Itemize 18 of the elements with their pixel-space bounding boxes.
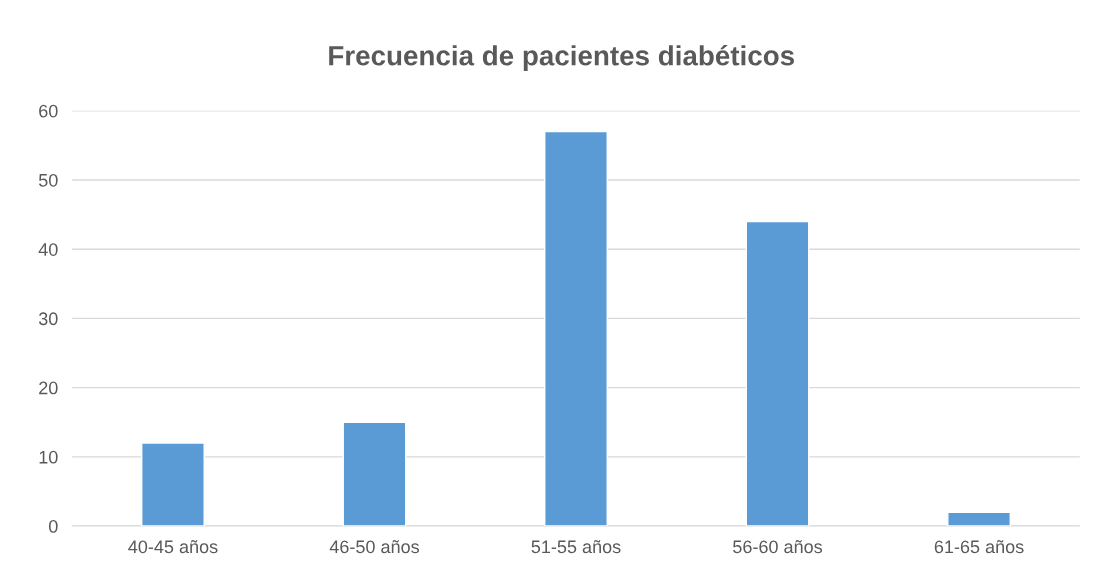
y-tick-label: 60 [39, 104, 58, 118]
x-tick-label: 51-55 años [531, 540, 621, 554]
y-tick-label: 0 [48, 519, 58, 533]
bar [544, 130, 608, 527]
y-tick-label: 50 [38, 173, 58, 187]
x-tick-label: 56-60 años [733, 540, 823, 554]
bar [342, 421, 407, 527]
bar [745, 220, 810, 527]
bar [947, 511, 1011, 527]
x-tick-label: 40-45 años [128, 540, 218, 554]
bar [141, 442, 205, 527]
y-tick-label: 10 [39, 450, 58, 464]
y-tick-label: 40 [38, 243, 58, 256]
x-tick-label: 61-65 años [934, 540, 1024, 554]
chart-title: Frecuencia de pacientes diabéticos [329, 44, 794, 72]
y-tick-label: 30 [38, 312, 58, 326]
x-tick-label: 46-50 años [329, 540, 419, 554]
y-tick-label: 20 [39, 381, 58, 395]
